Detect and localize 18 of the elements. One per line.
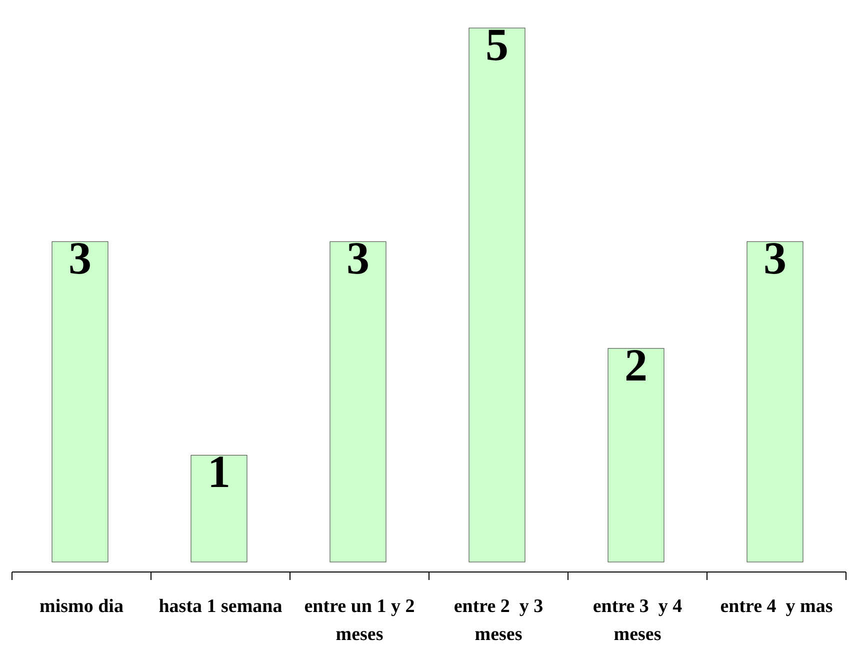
x-tick-label: entre 4 y mas bbox=[720, 596, 833, 617]
x-tick-label: entre 2 y 3 meses bbox=[454, 596, 544, 645]
x-tick-label: entre un 1 y 2 meses bbox=[304, 596, 415, 645]
bar bbox=[608, 348, 664, 562]
x-tick-label: entre 3 y 4 meses bbox=[592, 596, 683, 645]
data-label: 5 bbox=[486, 19, 508, 70]
data-label: 3 bbox=[764, 232, 786, 284]
bar bbox=[330, 241, 386, 562]
bar bbox=[468, 28, 526, 562]
data-label: 1 bbox=[208, 446, 230, 498]
x-tick-label: mismo dia bbox=[40, 596, 124, 617]
x-tick-label: hasta 1 semana bbox=[158, 596, 283, 617]
data-label: 3 bbox=[346, 232, 370, 284]
bar bbox=[746, 241, 804, 562]
bar bbox=[190, 454, 248, 562]
data-label: 3 bbox=[68, 232, 92, 284]
data-label: 2 bbox=[624, 339, 648, 390]
bar bbox=[52, 241, 108, 562]
